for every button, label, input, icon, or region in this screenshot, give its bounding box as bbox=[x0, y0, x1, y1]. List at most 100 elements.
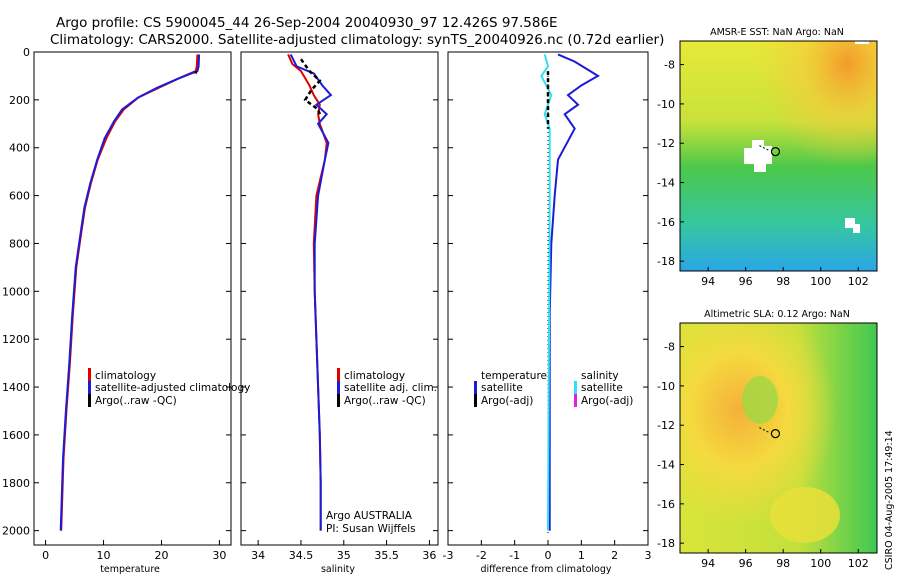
map-y-tick-label: -14 bbox=[657, 177, 675, 190]
y-tick-label: 1400 bbox=[2, 381, 30, 394]
y-tick-label: 1800 bbox=[2, 477, 30, 490]
legend-swatch-blue bbox=[474, 381, 477, 394]
side-timestamp-label: CSIRO 04-Aug-2005 17:49:14 bbox=[884, 430, 895, 570]
legend-swatch-black bbox=[88, 394, 91, 407]
temperature-xlabel: temperature bbox=[100, 564, 160, 575]
legend-item: temperature bbox=[481, 370, 547, 382]
y-tick-label: 1600 bbox=[2, 429, 30, 442]
x-tick-label: 35.5 bbox=[374, 549, 399, 562]
map-x-tick-label: 98 bbox=[776, 275, 790, 288]
legend-item: satellite bbox=[481, 382, 523, 394]
x-tick-label: 10 bbox=[97, 549, 111, 562]
sla-map-high-patch bbox=[770, 487, 840, 543]
map-y-tick-label: -10 bbox=[657, 380, 675, 393]
sla-map-frame bbox=[679, 322, 878, 554]
salinity-legend: climatology satellite adj. clim. Argo(..… bbox=[337, 368, 437, 407]
temperature-legend: climatology satellite-adjusted climatolo… bbox=[88, 368, 250, 407]
difference-xlabel: difference from climatology bbox=[480, 564, 611, 575]
y-tick-label: 2000 bbox=[2, 525, 30, 538]
y-tick-label: 800 bbox=[9, 237, 30, 250]
map-y-tick-label: -10 bbox=[657, 98, 675, 111]
map-axis-ticks: 94 96 98 100 102 -8 -10 -12 -14 -16 -18 94 96 98 100 10… bbox=[657, 59, 869, 570]
map-x-tick-label: 102 bbox=[848, 275, 869, 288]
legend-swatch-red bbox=[337, 368, 340, 381]
header-line-2: Climatology: CARS2000. Satellite-adjuste… bbox=[50, 32, 664, 48]
x-tick-label: -2 bbox=[476, 549, 487, 562]
map-y-tick-label: -12 bbox=[657, 137, 675, 150]
salinity-plot-frame bbox=[240, 51, 439, 546]
map-x-tick-label: 100 bbox=[810, 275, 831, 288]
axis-ticks: 0 10 20 30020040060080010001200140016001800… bbox=[2, 46, 652, 562]
argo-float-track bbox=[759, 427, 770, 434]
series-line-salinity-satellite bbox=[540, 54, 553, 531]
sla-map-title: Altimetric SLA: 0.12 Argo: NaN bbox=[704, 309, 850, 320]
legend-swatch-cyan bbox=[574, 381, 577, 394]
map-x-tick-label: 98 bbox=[776, 557, 790, 570]
legend-item: satellite bbox=[581, 382, 623, 394]
legend-swatch-black bbox=[474, 394, 477, 407]
map-x-tick-label: 96 bbox=[739, 275, 753, 288]
legend-swatch-black bbox=[337, 394, 340, 407]
map-y-tick-label: -18 bbox=[657, 255, 675, 268]
map-y-tick-label: -16 bbox=[657, 216, 675, 229]
y-tick-label: 1200 bbox=[2, 333, 30, 346]
header-line-1: Argo profile: CS 5900045_44 26-Sep-2004 … bbox=[56, 15, 558, 31]
map-x-tick-label: 100 bbox=[810, 557, 831, 570]
x-tick-label: -1 bbox=[509, 549, 520, 562]
x-tick-label: 3 bbox=[645, 549, 652, 562]
map-y-tick-label: -8 bbox=[664, 341, 675, 354]
map-y-tick-label: -14 bbox=[657, 459, 675, 472]
legend-item: climatology bbox=[95, 370, 156, 382]
x-tick-label: 30 bbox=[212, 549, 226, 562]
sst-map-cloud-mask bbox=[855, 41, 869, 44]
y-tick-label: 1000 bbox=[2, 285, 30, 298]
legend-item: satellite adj. clim. bbox=[344, 382, 437, 394]
x-tick-label: 2 bbox=[611, 549, 618, 562]
argo-annotation-line1: Argo AUSTRALIA bbox=[326, 510, 413, 522]
series-line-satellite-adj-clim- bbox=[289, 53, 333, 531]
sst-map-warm-patch bbox=[680, 41, 877, 271]
sst-map-cloud-mask bbox=[744, 140, 772, 172]
legend-item: Argo(..raw -QC) bbox=[95, 395, 177, 407]
x-tick-label: 34 bbox=[251, 549, 265, 562]
temperature-plot-frame bbox=[33, 51, 232, 546]
series-line-argo-raw-qc- bbox=[299, 58, 322, 115]
legend-item: Argo(-adj) bbox=[481, 395, 533, 407]
x-tick-label: 1 bbox=[578, 549, 585, 562]
y-tick-label: 0 bbox=[23, 46, 30, 59]
sst-map-frame bbox=[679, 40, 878, 272]
sst-map bbox=[679, 40, 878, 272]
sla-map-low-patch bbox=[742, 376, 778, 424]
map-y-tick-label: -16 bbox=[657, 498, 675, 511]
x-tick-label: 20 bbox=[154, 549, 168, 562]
series-line-climatology bbox=[60, 54, 199, 531]
legend-item: Argo(..raw -QC) bbox=[344, 395, 426, 407]
x-tick-label: 36 bbox=[422, 549, 436, 562]
map-x-tick-label: 94 bbox=[701, 275, 715, 288]
legend-item: Argo(-adj) bbox=[581, 395, 633, 407]
difference-legend-left: temperature satellite Argo(-adj) bbox=[474, 370, 547, 407]
argo-float-marker bbox=[770, 428, 781, 439]
difference-legend-right: salinity satellite Argo(-adj) bbox=[574, 370, 633, 407]
map-x-tick-label: 94 bbox=[701, 557, 715, 570]
legend-swatch-blue bbox=[88, 381, 91, 394]
legend-item: salinity bbox=[581, 370, 619, 382]
x-tick-label: 34.5 bbox=[289, 549, 314, 562]
y-tick-label: 600 bbox=[9, 190, 30, 203]
x-tick-label: 0 bbox=[42, 549, 49, 562]
argo-float-marker bbox=[770, 146, 781, 157]
profile-series bbox=[59, 53, 600, 535]
x-tick-label: -3 bbox=[443, 549, 454, 562]
argo-float-track bbox=[759, 145, 770, 152]
sst-map-title: AMSR-E SST: NaN Argo: NaN bbox=[710, 27, 844, 38]
legend-item: satellite-adjusted climatology bbox=[95, 382, 250, 394]
sla-map bbox=[679, 322, 878, 554]
x-tick-label: 35 bbox=[337, 549, 351, 562]
map-x-tick-label: 96 bbox=[739, 557, 753, 570]
legend-swatch-magenta bbox=[574, 394, 577, 407]
legend-item: climatology bbox=[344, 370, 405, 382]
y-tick-label: 200 bbox=[9, 94, 30, 107]
sst-map-cloud-mask bbox=[845, 218, 860, 233]
map-y-tick-label: -8 bbox=[664, 59, 675, 72]
map-y-tick-label: -12 bbox=[657, 419, 675, 432]
